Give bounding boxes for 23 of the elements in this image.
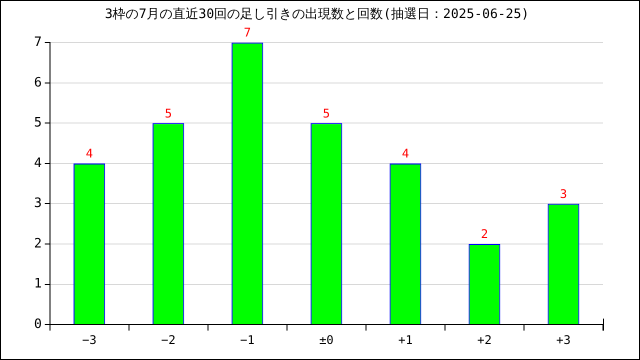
x-tick-label: −1	[240, 332, 255, 347]
y-tick-label: 1	[34, 276, 42, 292]
y-tick-label: 4	[34, 156, 42, 171]
x-tick-label: −2	[161, 332, 176, 347]
y-tick-label: 6	[34, 75, 42, 90]
x-tick-label: ±0	[319, 332, 334, 347]
y-tick-label: 7	[34, 34, 42, 50]
y-tick-label: 5	[34, 116, 42, 131]
x-tick-label: +1	[398, 332, 413, 347]
data-label: 5	[164, 106, 172, 120]
chart-title: 3枠の7月の直近30回の足し引きの出現数と回数(抽選日：2025-06-25)	[104, 7, 530, 22]
x-tick-label: +3	[556, 332, 571, 347]
y-tick-label: 2	[34, 236, 42, 252]
data-label: 5	[322, 106, 330, 120]
data-label: 2	[480, 227, 488, 242]
data-label: 7	[244, 26, 252, 40]
data-label: 4	[86, 146, 93, 161]
data-label: 3	[560, 186, 568, 201]
data-label: 4	[402, 146, 410, 161]
y-tick-label: 0	[34, 316, 42, 332]
x-tick-label: +2	[477, 332, 492, 347]
x-tick-label: −3	[82, 332, 97, 347]
y-tick-label: 3	[34, 196, 42, 212]
